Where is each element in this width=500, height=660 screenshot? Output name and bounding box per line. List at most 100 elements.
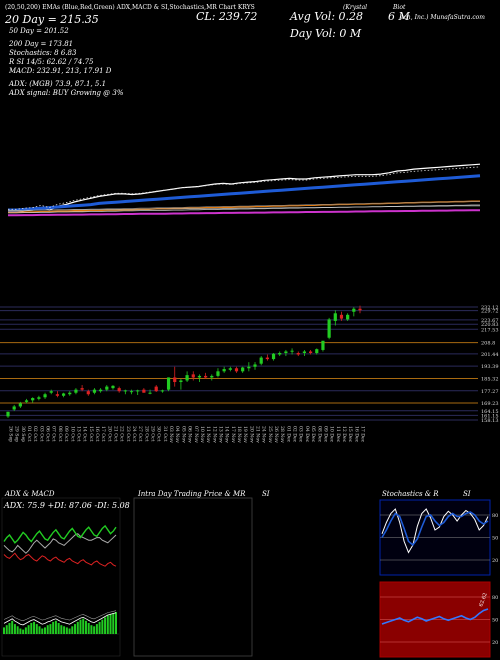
macd-histogram-bar: [106, 615, 109, 634]
intraday-title-tail: SI: [262, 490, 270, 498]
macd-histogram-bar: [98, 621, 101, 634]
candle-body: [55, 394, 60, 396]
macd-histogram-bar: [68, 628, 71, 634]
date-tick-label: 24 Nov: [261, 426, 267, 443]
candle-body: [18, 403, 22, 407]
ema-line: [8, 174, 481, 212]
stochastics-title: Stochastics & R: [382, 490, 439, 498]
company-name-part-c: ech, Inc.) MunafaSutra.com: [400, 14, 485, 21]
macd-histogram-bar: [63, 626, 66, 634]
adx-signal-readout: ADX signal: BUY Growing @ 3%: [9, 89, 124, 97]
date-tick-label: 15 Oct: [88, 426, 94, 442]
date-tick-label: 25 Nov: [267, 426, 273, 443]
macd-histogram-bar: [27, 625, 30, 634]
macd-histogram-bar: [101, 619, 104, 634]
close-price: CL: 239.72: [196, 10, 258, 23]
date-tick-label: 10 Dec: [329, 426, 335, 443]
stochastics-title-tail: SI: [463, 490, 471, 498]
adx-line: [3, 552, 117, 567]
macd-histogram-bar: [5, 625, 8, 634]
candle-body: [154, 386, 158, 392]
date-tick-label: 18 Nov: [236, 426, 242, 443]
macd-histogram-bar: [87, 623, 90, 634]
date-tick-label: 01 Dec: [285, 426, 291, 443]
date-tick-label: 02 Oct: [32, 426, 38, 442]
price-tick-label: 201.44: [481, 352, 499, 358]
candle-body: [111, 385, 115, 389]
date-tick-label: 26 Nov: [273, 426, 279, 443]
macd-histogram-bar: [22, 629, 25, 634]
candle-body: [308, 351, 313, 354]
date-axis-labels: 26 Sep 29 Sep 30 Sep 01 Oct 02 Oct 03 Oct 06 O…: [8, 426, 366, 443]
candle-body: [333, 313, 337, 321]
macd-histogram-bar: [49, 624, 52, 634]
candle-body: [86, 391, 90, 395]
date-tick-label: 30 Oct: [156, 426, 162, 442]
candle-body: [216, 371, 220, 376]
date-tick-label: 29 Sep: [14, 426, 20, 442]
date-tick-label: 28 Nov: [279, 426, 285, 443]
intraday-panel-frame: [133, 497, 253, 657]
envelope-line: [8, 205, 480, 211]
ema50-readout: 50 Day = 201.52: [9, 27, 69, 35]
price-tick-label: 169.23: [481, 401, 499, 407]
date-tick-label: 06 Nov: [187, 426, 193, 443]
candle-body: [31, 398, 35, 401]
candle-body: [148, 392, 152, 394]
stochastics-tick-label: 80: [492, 513, 498, 519]
macd-histogram-bar: [52, 621, 55, 634]
chart-header-line: (20,50,200) EMAs (Blue,Red,Green) ADX,MA…: [5, 4, 255, 11]
price-tick-label: 185.32: [481, 376, 499, 382]
date-tick-label: 15 Dec: [347, 426, 353, 443]
candle-body: [136, 390, 140, 392]
candle-body: [142, 389, 146, 393]
macd-histogram-bar: [41, 628, 44, 634]
candle-body: [265, 357, 269, 360]
candle-body: [123, 390, 127, 392]
adx-line: [3, 524, 117, 544]
date-tick-label: 10 Oct: [69, 426, 75, 442]
price-tick-label: 208.8: [481, 341, 495, 347]
date-tick-label: 04 Dec: [304, 426, 310, 443]
date-tick-label: 14 Oct: [82, 426, 88, 442]
date-tick-label: 08 Dec: [316, 426, 322, 443]
date-tick-label: 31 Oct: [162, 426, 168, 442]
date-tick-label: 27 Oct: [137, 426, 143, 442]
date-tick-label: 20 Oct: [106, 426, 112, 442]
date-tick-label: 23 Oct: [125, 426, 131, 442]
stochastics-line: [381, 508, 489, 554]
candle-body: [321, 340, 325, 350]
price-tick-label: 229.72: [481, 309, 499, 315]
price-tick-label: 223.67: [481, 318, 499, 324]
stochastics-panel: 80 50 20: [379, 499, 498, 576]
date-tick-label: 06 Oct: [45, 426, 51, 442]
candle-body: [259, 357, 263, 364]
date-tick-label: 07 Nov: [193, 426, 199, 443]
candle-body: [24, 400, 29, 402]
date-tick-label: 22 Oct: [119, 426, 125, 442]
candle-body: [49, 391, 53, 393]
price-tick-label: 232.12: [481, 305, 499, 311]
rsi-tick-label: 50: [492, 618, 498, 624]
stochastics-tick-label: 20: [492, 558, 498, 564]
macd-histogram-bar: [90, 625, 93, 634]
candlestick-series: [6, 305, 362, 418]
macd-histogram-bar: [60, 625, 63, 634]
candle-body: [61, 393, 66, 396]
candle-body: [179, 380, 183, 383]
macd-histogram-bar: [65, 627, 68, 634]
adx-readout: ADX: (MGB) 73.9, 87.1, 5.1: [9, 80, 107, 88]
candle-body: [12, 406, 16, 410]
date-tick-label: 04 Nov: [174, 426, 180, 443]
date-tick-label: 13 Nov: [217, 426, 223, 443]
date-tick-label: 16 Dec: [353, 426, 359, 443]
macd-histogram-bar: [79, 619, 82, 634]
date-tick-label: 26 Sep: [8, 426, 14, 442]
candle-body: [315, 349, 319, 354]
candle-body: [234, 368, 239, 372]
date-tick-label: 21 Oct: [112, 426, 118, 442]
average-volume: Avg Vol: 0.28: [290, 10, 364, 23]
macd-histogram-bar: [16, 626, 19, 634]
date-tick-label: 11 Nov: [205, 426, 211, 443]
